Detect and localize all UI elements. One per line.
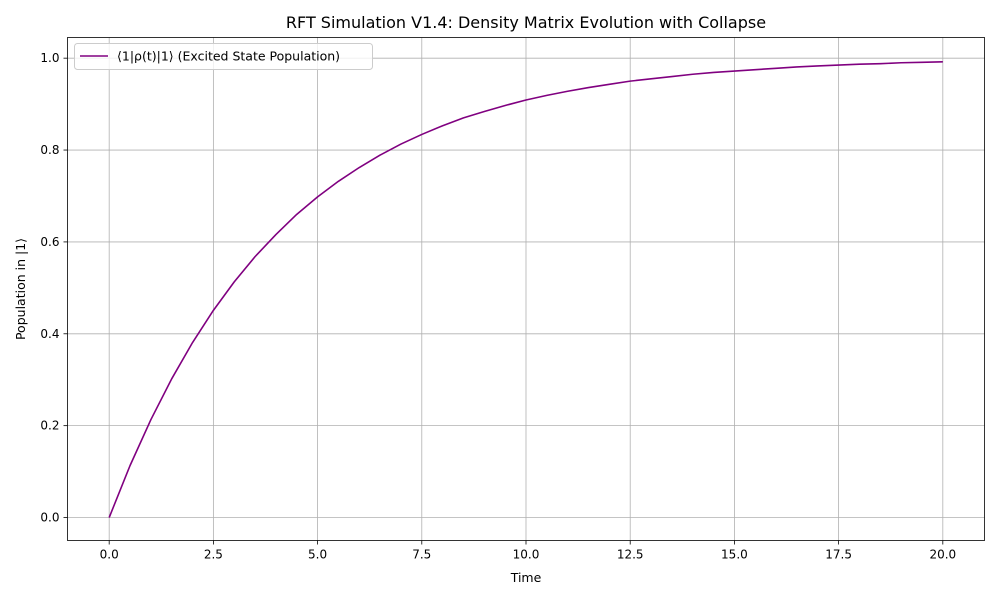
grid <box>67 37 985 541</box>
y-axis-label: Population in |1⟩ <box>13 238 28 340</box>
y-tick-label: 1.0 <box>40 51 59 65</box>
x-tick-label: 15.0 <box>721 548 748 562</box>
y-axis-ticks: 0.0 0.2 0.4 0.6 0.8 1.0 <box>40 51 68 525</box>
legend: ⟨1|ρ(t)|1⟩ (Excited State Population) <box>74 43 373 70</box>
x-tick-label: 2.5 <box>204 548 223 562</box>
y-tick-label: 0.2 <box>40 419 59 433</box>
x-axis-label: Time <box>510 570 542 585</box>
y-tick-label: 0.8 <box>40 143 59 157</box>
y-tick-label: 0.4 <box>40 327 59 341</box>
chart-title: RFT Simulation V1.4: Density Matrix Evol… <box>286 13 766 32</box>
x-tick-label: 7.5 <box>412 548 431 562</box>
x-tick-label: 12.5 <box>617 548 644 562</box>
x-tick-label: 0.0 <box>100 548 119 562</box>
y-tick-label: 0.0 <box>40 511 59 525</box>
x-tick-label: 10.0 <box>513 548 540 562</box>
legend-box <box>74 43 373 70</box>
y-tick-label: 0.6 <box>40 235 59 249</box>
x-tick-label: 20.0 <box>929 548 956 562</box>
x-tick-label: 5.0 <box>308 548 327 562</box>
x-axis-ticks: 0.0 2.5 5.0 7.5 10.0 12.5 15.0 17.5 20.0 <box>100 540 956 562</box>
legend-label: ⟨1|ρ(t)|1⟩ (Excited State Population) <box>117 49 340 64</box>
x-tick-label: 17.5 <box>825 548 852 562</box>
series-line <box>108 61 943 518</box>
series-layer <box>108 61 943 518</box>
